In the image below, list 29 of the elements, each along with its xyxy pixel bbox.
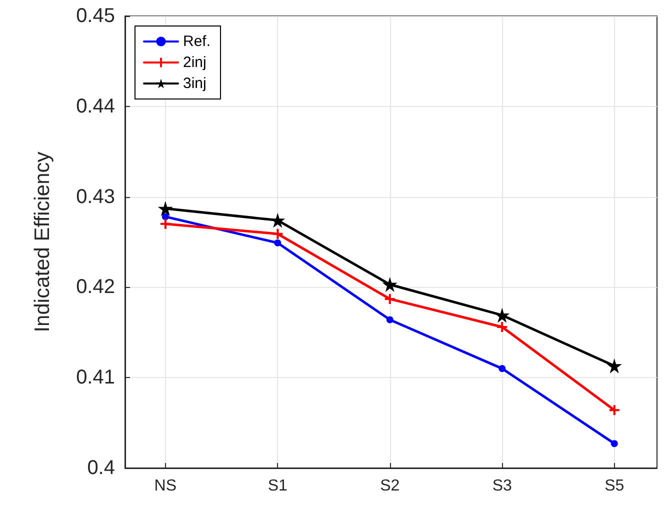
legend-label: 2inj (183, 54, 206, 71)
point (497, 322, 508, 332)
x-tick-label: NS (154, 478, 177, 494)
point (610, 440, 618, 448)
point (494, 308, 510, 323)
point (272, 228, 283, 239)
point (162, 213, 169, 220)
y-tick-label: 0.44 (76, 95, 115, 118)
y-tick-label: 0.42 (76, 276, 115, 298)
point (382, 276, 398, 292)
point (160, 218, 170, 229)
legend-label: Ref. (183, 33, 211, 50)
point (274, 239, 282, 246)
point (158, 201, 173, 216)
x-tick-label: S2 (380, 478, 400, 494)
point (609, 405, 620, 416)
y-tick-label: 0.43 (76, 186, 115, 208)
x-tick-label: S5 (604, 478, 624, 494)
y-tick-label: 0.41 (76, 366, 115, 389)
point (384, 294, 395, 304)
x-tick-label: S3 (492, 478, 512, 494)
point (386, 316, 394, 324)
y-axis-title: Indicated Efficiency (31, 151, 54, 332)
x-tick-label: S1 (268, 478, 288, 494)
legend-label: 3inj (183, 75, 206, 92)
y-tick-label: 0.45 (76, 5, 115, 27)
y-tick-label: 0.4 (87, 457, 115, 479)
point (498, 365, 506, 372)
point (606, 358, 622, 374)
